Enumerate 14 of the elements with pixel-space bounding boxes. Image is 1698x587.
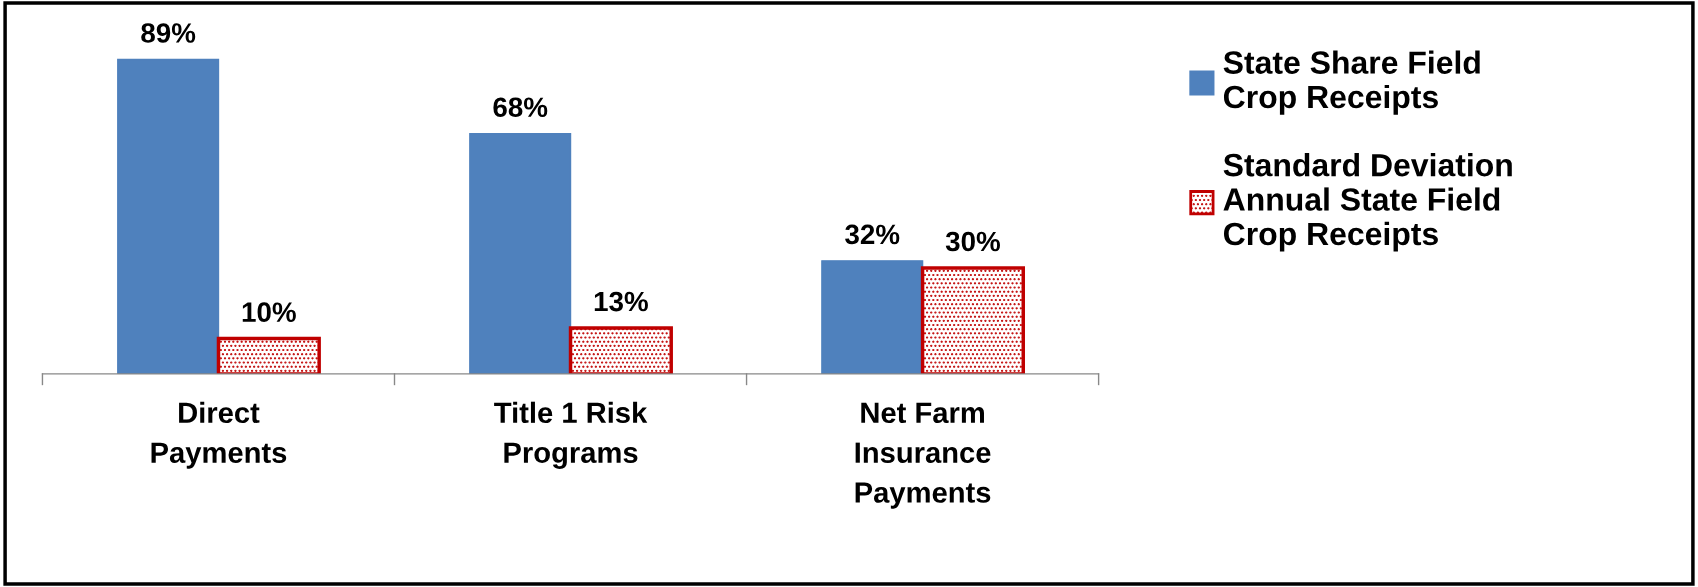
bar [469, 132, 572, 374]
x-tick-label: Direct Payments [151, 401, 287, 469]
legend-label: State Share Field Crop Receipts [1223, 50, 1480, 115]
data-label: 89% [141, 23, 196, 43]
data-label: 68% [493, 97, 548, 118]
x-tick-label: Title 1 Risk Programs [494, 401, 648, 469]
data-label: 10% [242, 302, 296, 322]
data-label: 32% [845, 224, 900, 245]
bar [117, 58, 220, 374]
data-label: 30% [945, 231, 1000, 252]
data-label: 13% [594, 291, 648, 312]
bar [821, 260, 924, 374]
x-tick-label: Net Farm Insurance Payments [855, 402, 991, 509]
legend-label: Standard Deviation Annual State Field Crop Receipts [1223, 152, 1512, 252]
